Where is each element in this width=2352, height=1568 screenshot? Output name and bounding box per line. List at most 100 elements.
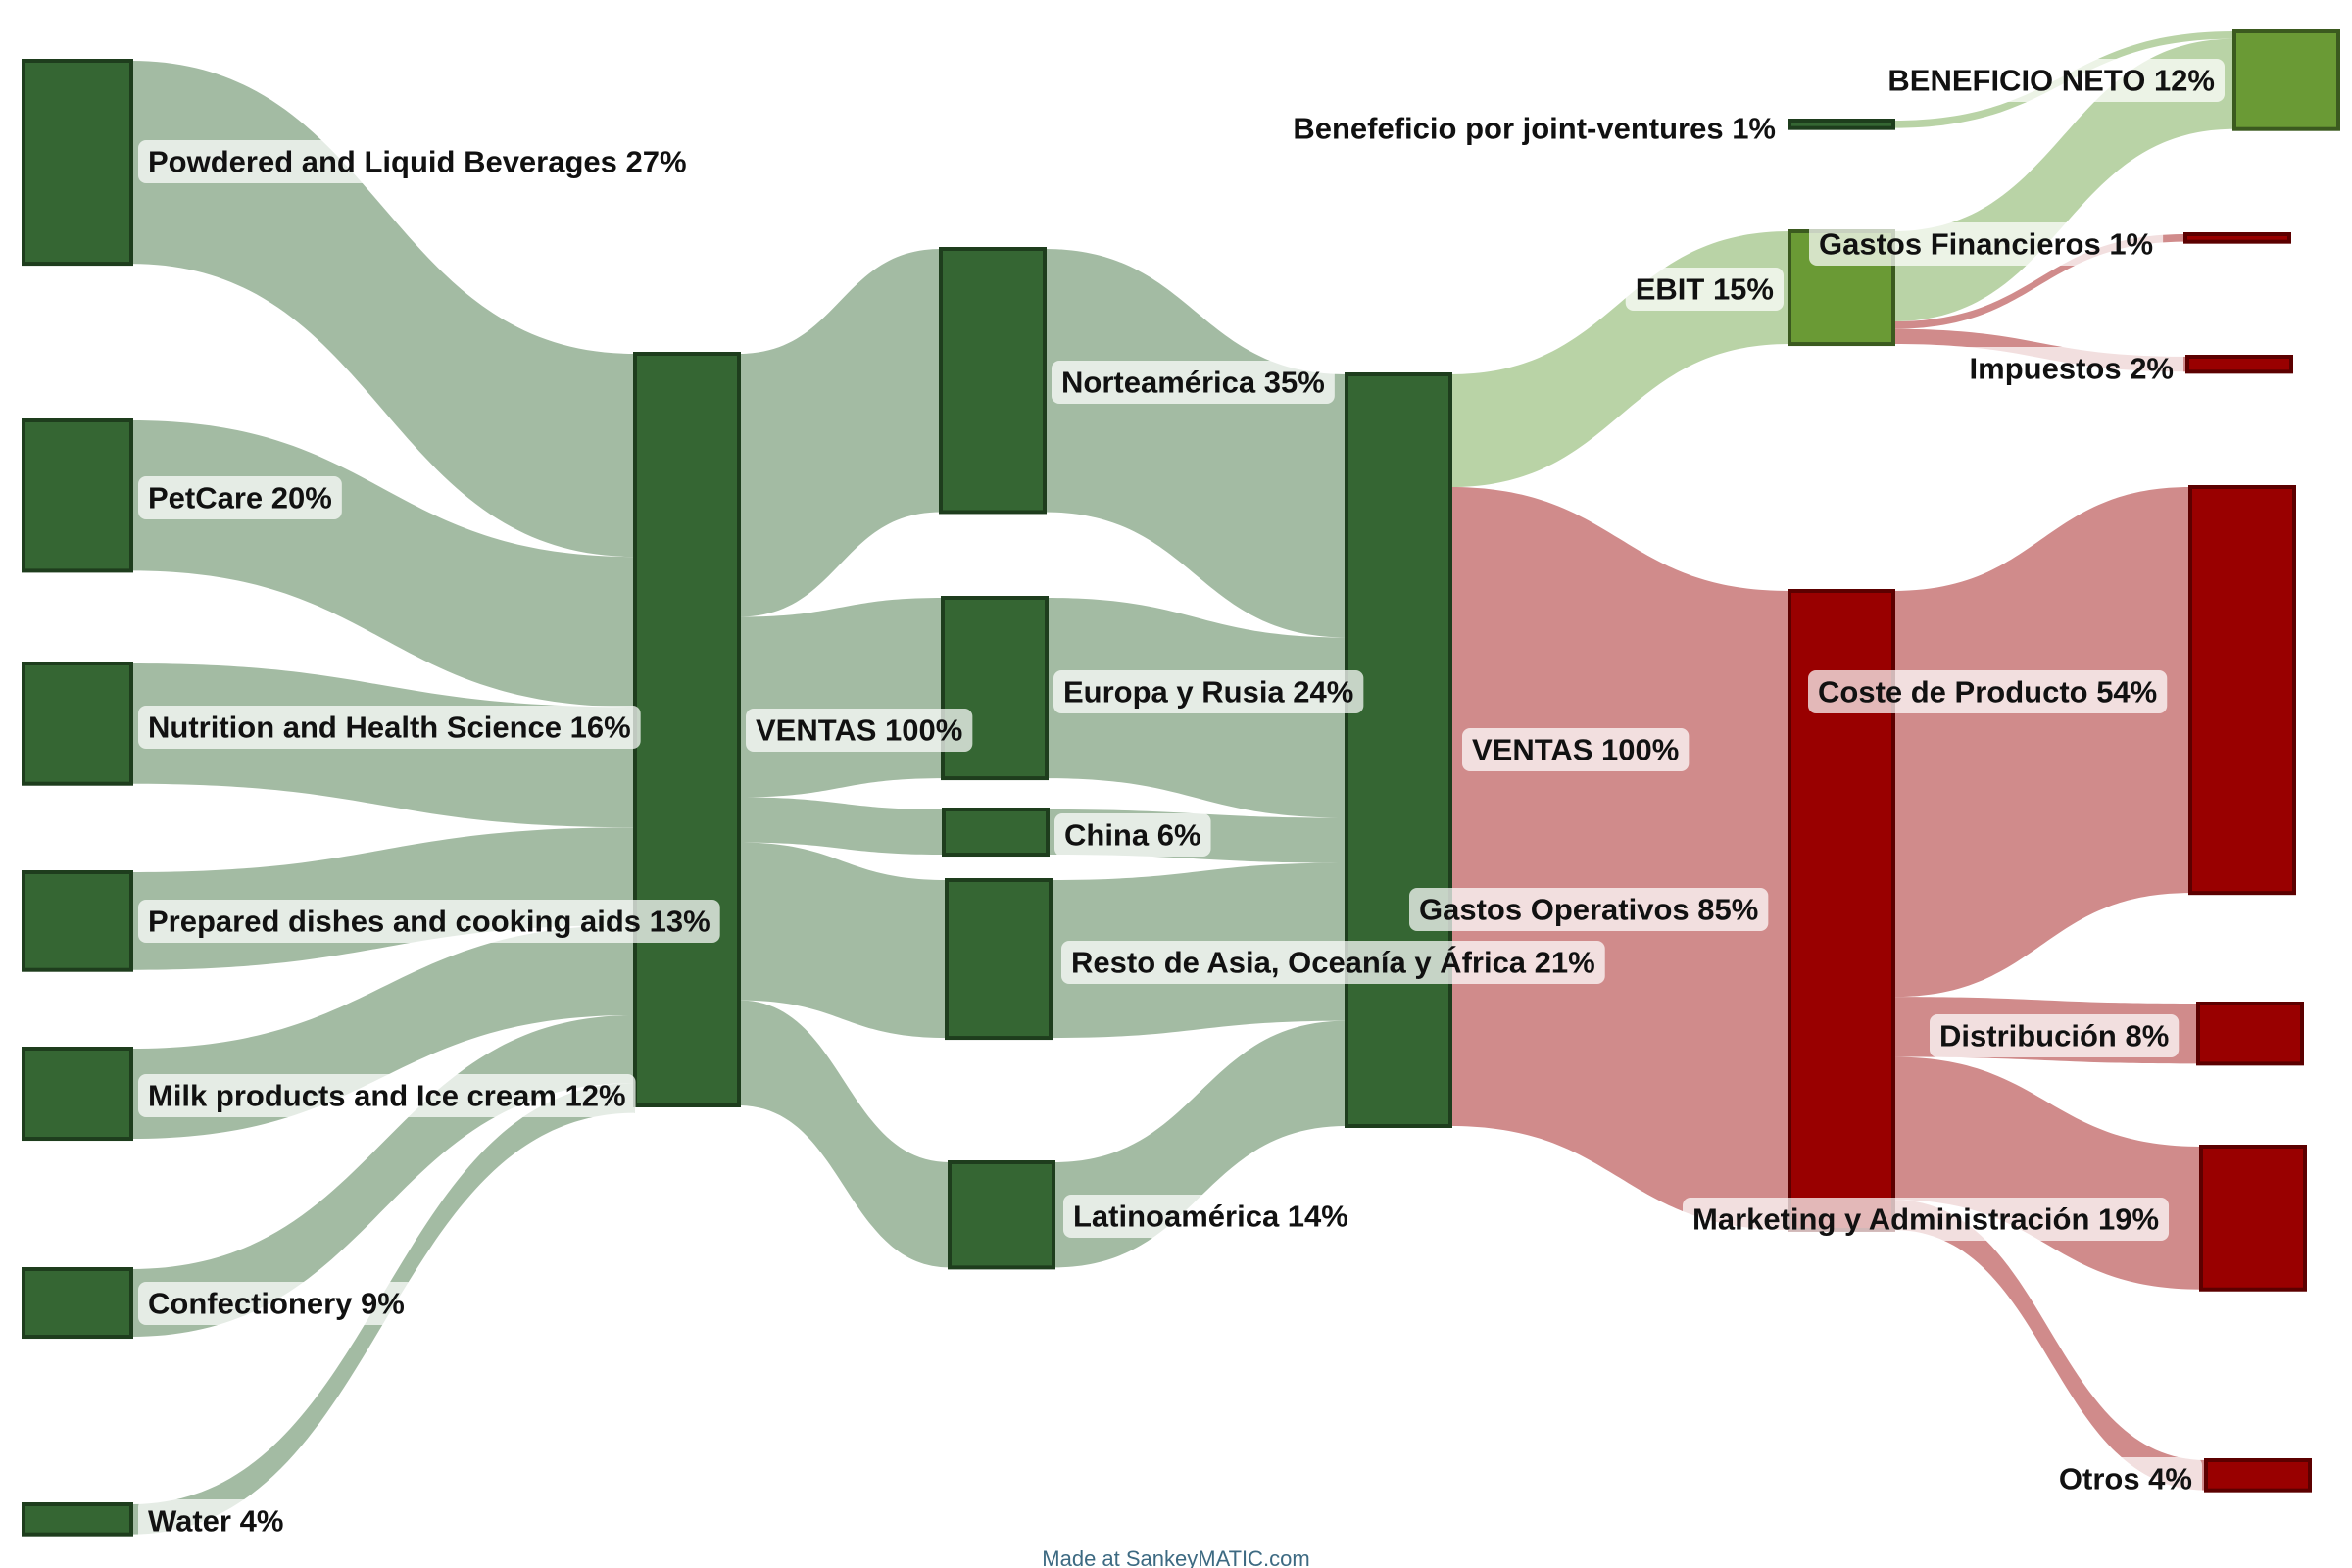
label-milk: Milk products and Ice cream 12% [138, 1074, 636, 1117]
label-text: Powdered and Liquid Beverages 27% [148, 145, 687, 179]
labels-layer: Powdered and Liquid Beverages 27% PetCare… [138, 59, 2225, 1543]
node-impuestos[interactable] [2185, 355, 2293, 374]
label-norteamerica: Norteamérica 35% [1052, 361, 1335, 404]
label-text: PetCare 20% [148, 481, 332, 515]
flow-gastosop-to-otros[interactable] [1893, 1200, 2206, 1491]
label-background [2048, 1457, 2202, 1500]
node-milk[interactable] [22, 1047, 133, 1142]
label-otros: Otros 4% [2048, 1457, 2202, 1500]
label-joint: Benefeficio por joint-ventures 1% [1283, 107, 1786, 150]
label-background [1409, 888, 1769, 931]
label-text: Gastos Financieros 1% [1819, 227, 2153, 262]
label-text: Norteamérica 35% [1061, 366, 1325, 400]
label-text: Distribución 8% [1939, 1019, 2169, 1054]
node-otros[interactable] [2204, 1458, 2312, 1493]
label-background [746, 709, 973, 752]
node-norteamerica[interactable] [939, 247, 1047, 514]
label-text: Gastos Operativos 85% [1419, 893, 1758, 927]
label-europa: Europa y Rusia 24% [1054, 670, 1364, 713]
label-background [1808, 670, 2168, 713]
flow-powdered-to-ventas1[interactable] [131, 61, 635, 558]
flow-ventas2-to-gastosop[interactable] [1450, 487, 1789, 1230]
label-background [138, 900, 720, 943]
node-neto[interactable] [2232, 29, 2340, 131]
label-background [1052, 361, 1335, 404]
flow-gastosop-to-coste[interactable] [1893, 487, 2190, 998]
footer-credit[interactable]: Made at SankeyMATIC.com [1042, 1546, 1309, 1568]
node-nutrition[interactable] [22, 662, 133, 786]
label-text: Confectionery 9% [148, 1287, 405, 1321]
label-background [1930, 1014, 2180, 1057]
label-text: VENTAS 100% [756, 713, 962, 748]
flow-ebit-to-financieros[interactable] [1893, 234, 2185, 329]
label-background [138, 1499, 294, 1543]
label-powdered: Powdered and Liquid Beverages 27% [138, 140, 697, 183]
label-coste: Coste de Producto 54% [1808, 670, 2168, 713]
label-background [138, 140, 697, 183]
flow-ventas1-to-europa[interactable] [739, 598, 943, 798]
node-latino[interactable] [948, 1160, 1055, 1270]
node-coste[interactable] [2188, 485, 2296, 896]
flow-ventas1-to-resto[interactable] [739, 842, 947, 1039]
label-text: Coste de Producto 54% [1818, 675, 2157, 710]
label-nutrition: Nutrition and Health Science 16% [138, 706, 641, 749]
node-water[interactable] [22, 1502, 133, 1537]
node-joint[interactable] [1788, 119, 1895, 130]
label-ventas1: VENTAS 100% [746, 709, 973, 752]
label-marketing: Marketing y Administración 19% [1683, 1198, 2170, 1241]
label-background [1054, 813, 1211, 857]
label-text: Marketing y Administración 19% [1692, 1202, 2159, 1237]
label-background [1878, 59, 2225, 102]
label-resto: Resto de Asia, Oceanía y África 21% [1061, 941, 1605, 984]
label-background [1283, 107, 1786, 150]
label-neto: BENEFICIO NETO 12% [1878, 59, 2225, 102]
label-prepared: Prepared dishes and cooking aids 13% [138, 900, 720, 943]
nodes-layer [22, 29, 2340, 1537]
node-ventas1[interactable] [633, 352, 741, 1107]
label-text: BENEFICIO NETO 12% [1887, 64, 2215, 98]
label-background [1809, 222, 2164, 266]
label-background [138, 1074, 636, 1117]
label-text: Benefeficio por joint-ventures 1% [1293, 112, 1776, 146]
node-petcare[interactable] [22, 418, 133, 573]
label-background [138, 476, 342, 519]
label-background [1959, 347, 2183, 390]
node-china[interactable] [942, 808, 1050, 858]
label-text: Resto de Asia, Oceanía y África 21% [1071, 946, 1595, 980]
label-confectionery: Confectionery 9% [138, 1282, 415, 1325]
flow-ventas1-to-china[interactable] [739, 797, 944, 856]
label-background [1061, 941, 1605, 984]
label-background [1625, 268, 1784, 311]
label-text: Otros 4% [2059, 1462, 2192, 1496]
flow-ventas1-to-latino[interactable] [739, 1000, 950, 1268]
node-financieros[interactable] [2183, 232, 2291, 244]
label-distribucion: Distribución 8% [1930, 1014, 2180, 1057]
node-resto[interactable] [945, 878, 1053, 1041]
label-text: Europa y Rusia 24% [1063, 675, 1353, 710]
label-text: Water 4% [148, 1504, 283, 1539]
label-background [138, 706, 641, 749]
label-text: Milk products and Ice cream 12% [148, 1079, 626, 1113]
label-text: Prepared dishes and cooking aids 13% [148, 905, 710, 939]
node-powdered[interactable] [22, 59, 133, 267]
label-text: Latinoamérica 14% [1073, 1200, 1348, 1234]
flow-norteamerica-to-ventas2[interactable] [1045, 249, 1347, 638]
flow-gastosop-to-marketing[interactable] [1893, 1056, 2201, 1290]
label-ebit: EBIT 15% [1625, 268, 1784, 311]
label-text: China 6% [1064, 818, 1201, 853]
node-ventas2[interactable] [1345, 372, 1452, 1128]
node-prepared[interactable] [22, 870, 133, 972]
label-background [1462, 728, 1690, 771]
label-text: Nutrition and Health Science 16% [148, 710, 631, 745]
label-financieros: Gastos Financieros 1% [1809, 222, 2164, 266]
label-text: Impuestos 2% [1970, 352, 2174, 386]
label-text: EBIT 15% [1636, 272, 1774, 307]
node-distribucion[interactable] [2196, 1002, 2304, 1066]
node-marketing[interactable] [2199, 1145, 2307, 1292]
label-background [138, 1282, 415, 1325]
flow-ventas1-to-norteamerica[interactable] [739, 249, 941, 617]
label-latino: Latinoamérica 14% [1063, 1195, 1358, 1238]
label-background [1054, 670, 1364, 713]
node-confectionery[interactable] [22, 1267, 133, 1340]
label-background [1683, 1198, 2170, 1241]
